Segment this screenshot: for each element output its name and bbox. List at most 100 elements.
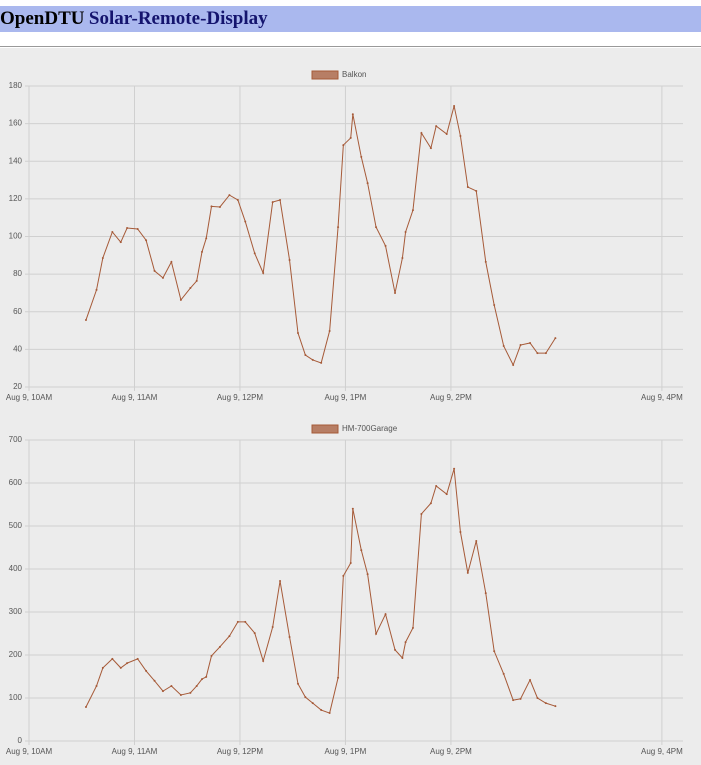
data-point (320, 709, 323, 712)
data-point (296, 332, 299, 335)
data-point (429, 502, 432, 505)
chart-background (0, 48, 701, 765)
data-point (536, 697, 539, 699)
data-point (360, 549, 363, 552)
x-tick-label: Aug 9, 2PM (430, 747, 472, 756)
data-point (384, 613, 387, 616)
data-point (228, 635, 231, 638)
data-point (153, 269, 156, 272)
data-point (170, 684, 173, 687)
data-point (394, 291, 397, 294)
data-point (271, 626, 274, 629)
data-point (126, 227, 129, 230)
data-point (420, 132, 423, 135)
data-point (304, 354, 307, 357)
data-point (328, 712, 331, 715)
data-point (351, 113, 354, 116)
data-point (195, 684, 198, 687)
x-tick-label: Aug 9, 1PM (325, 747, 367, 756)
data-point (445, 132, 448, 135)
data-point (493, 650, 496, 653)
data-point (279, 580, 282, 583)
data-point (484, 592, 487, 595)
page-title: Solar-Remote-Display (88, 8, 268, 29)
data-point (253, 632, 256, 635)
data-point (189, 691, 192, 694)
data-point (170, 260, 173, 263)
data-point (262, 660, 265, 663)
data-point (179, 693, 182, 696)
data-point (111, 657, 114, 660)
data-point (244, 220, 247, 223)
y-tick-label: 60 (13, 307, 22, 316)
x-tick-label: Aug 9, 12PM (217, 747, 264, 756)
x-tick-label: Aug 9, 2PM (430, 393, 472, 402)
data-point (218, 645, 221, 648)
y-tick-label: 400 (9, 564, 23, 573)
x-tick-label: Aug 9, 1PM (325, 393, 367, 402)
data-point (136, 657, 139, 660)
x-tick-label: Aug 9, 4PM (641, 393, 683, 402)
x-tick-label: Aug 9, 4PM (641, 747, 683, 756)
data-point (351, 507, 354, 510)
series-line (85, 105, 556, 367)
legend-label: Balkon (342, 70, 366, 79)
data-point (554, 337, 557, 340)
data-point (342, 144, 345, 147)
y-tick-label: 180 (9, 81, 23, 90)
data-point (161, 276, 164, 279)
data-point (366, 573, 369, 576)
data-point (205, 237, 208, 240)
data-point (529, 678, 532, 681)
data-point (411, 626, 414, 629)
data-point (210, 205, 213, 208)
data-point (459, 135, 462, 138)
data-point (236, 620, 239, 623)
data-point (394, 648, 397, 651)
y-tick-label: 140 (9, 156, 23, 165)
legend-label: HM-700Garage (342, 424, 398, 433)
data-point (459, 531, 462, 534)
data-point (304, 696, 307, 699)
legend-swatch (311, 424, 339, 434)
y-tick-label: 100 (9, 693, 23, 702)
data-point (145, 669, 148, 672)
y-tick-label: 700 (9, 435, 23, 444)
data-point (101, 666, 104, 669)
data-point (236, 199, 239, 202)
data-point (210, 654, 213, 657)
data-point (200, 250, 203, 253)
data-point (404, 230, 407, 233)
data-point (375, 632, 378, 635)
data-point (84, 319, 87, 322)
data-point (401, 657, 404, 660)
data-point (342, 574, 345, 577)
data-point (244, 620, 247, 623)
data-point (136, 227, 139, 230)
data-point (366, 182, 369, 185)
data-point (84, 706, 87, 709)
data-point (253, 252, 256, 255)
data-point (337, 676, 340, 679)
data-point (200, 678, 203, 681)
legend-swatch (311, 70, 339, 80)
data-point (271, 201, 274, 204)
data-point (228, 194, 231, 197)
data-point (296, 682, 299, 685)
data-point (466, 186, 469, 189)
data-point (411, 209, 414, 212)
data-point (401, 256, 404, 259)
data-point (145, 239, 148, 242)
data-point (126, 662, 129, 665)
data-point (349, 561, 352, 564)
data-point (349, 136, 352, 139)
header-bar: OpenDTU Solar-Remote-Display (0, 6, 701, 32)
data-point (384, 244, 387, 247)
data-point (337, 226, 340, 229)
data-point (95, 288, 98, 291)
x-tick-label: Aug 9, 10AM (6, 747, 53, 756)
y-tick-label: 80 (13, 269, 22, 278)
data-point (435, 485, 438, 488)
data-point (95, 684, 98, 687)
